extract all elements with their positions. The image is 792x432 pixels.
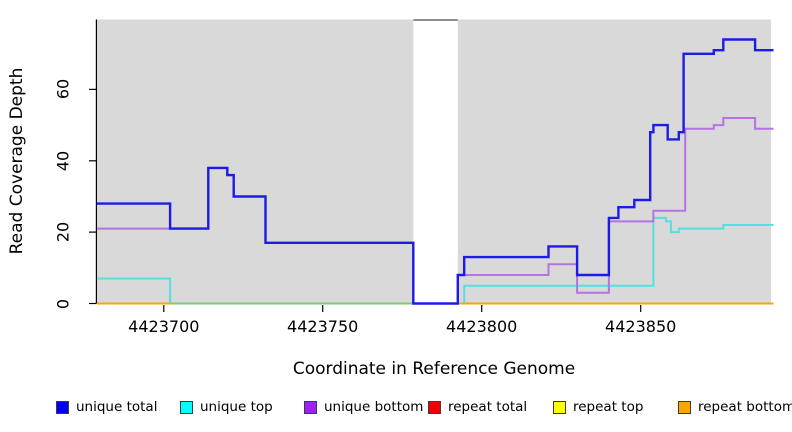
legend-item-repeat-bottom: repeat bottom	[678, 399, 792, 415]
x-tick-label: 4423800	[446, 317, 518, 336]
legend-swatch	[553, 400, 566, 414]
legend-label: unique top	[200, 399, 273, 415]
legend-swatch	[304, 400, 317, 414]
x-tick-label: 4423850	[605, 317, 677, 336]
legend-label: repeat bottom	[698, 399, 792, 415]
legend-swatch	[56, 400, 69, 414]
y-tick-label: 0	[53, 298, 73, 309]
x-tick-label: 4423700	[128, 317, 200, 336]
x-tick-label: 4423750	[287, 317, 359, 336]
y-tick-label: 20	[53, 221, 73, 243]
x-axis-label: Coordinate in Reference Genome	[292, 359, 576, 379]
series-line-unique-total	[97, 38, 774, 305]
legend-swatch	[428, 400, 441, 414]
legend-label: unique bottom	[324, 399, 424, 415]
missing-data-band	[413, 19, 458, 304]
legend-item-repeat-top: repeat top	[553, 399, 643, 415]
legend-item-unique-top: unique top	[180, 399, 273, 415]
y-axis-label: Read Coverage Depth	[7, 67, 27, 255]
legend-label: repeat top	[573, 399, 644, 415]
legend-item-unique-bottom: unique bottom	[304, 399, 423, 415]
legend-label: repeat total	[448, 399, 528, 415]
legend-swatch	[180, 400, 193, 414]
legend-swatch	[678, 400, 691, 414]
y-tick-label: 60	[53, 79, 73, 100]
legend-item-unique-total: unique total	[56, 399, 157, 415]
y-tick-label: 40	[53, 150, 73, 171]
legend-item-repeat-total: repeat total	[428, 399, 527, 415]
legend-label: unique total	[76, 399, 158, 415]
